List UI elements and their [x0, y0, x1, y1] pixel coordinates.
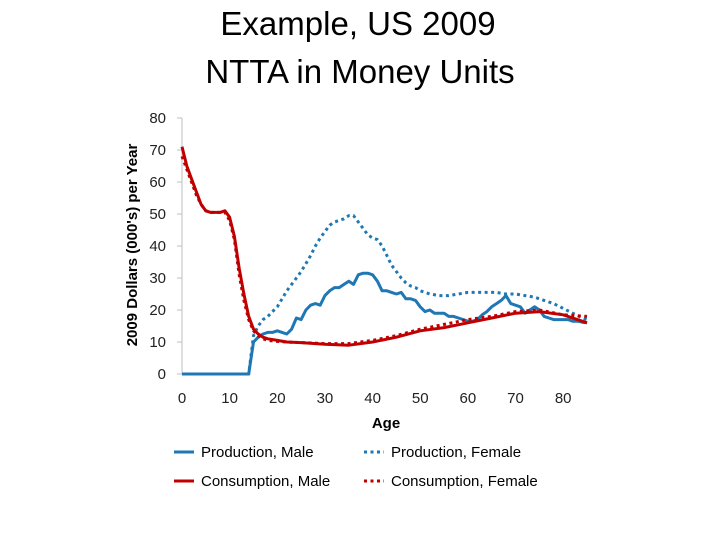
- legend: Production, Male Production, Female Consum…: [174, 444, 538, 490]
- legend-label-production-female: Production, Female: [391, 444, 521, 461]
- chart-title-line-1: Example, US 2009: [220, 5, 496, 42]
- y-tick-label: 60: [149, 174, 166, 191]
- x-tick-label: 30: [317, 390, 334, 407]
- x-tick-label: 80: [555, 390, 572, 407]
- legend-label-consumption-male: Consumption, Male: [201, 473, 330, 490]
- x-axis-label: Age: [372, 415, 400, 432]
- x-tick-label: 40: [364, 390, 381, 407]
- x-tick-label: 20: [269, 390, 286, 407]
- y-tick-label: 70: [149, 142, 166, 159]
- plot-lines: [180, 146, 588, 376]
- y-tick-label: 80: [149, 110, 166, 127]
- y-axis: 0 10 20 30 40 50 60 70 80: [149, 110, 183, 383]
- y-tick-label: 20: [149, 302, 166, 319]
- y-tick-label: 50: [149, 206, 166, 223]
- consumption-female-line: [180, 155, 588, 346]
- x-tick-label: 0: [178, 390, 186, 407]
- x-tick-label: 10: [221, 390, 238, 407]
- y-tick-label: 0: [158, 366, 166, 383]
- x-tick-label: 50: [412, 390, 429, 407]
- y-tick-label: 40: [149, 238, 166, 255]
- x-axis: 0 10 20 30 40 50 60 70 80: [178, 390, 572, 407]
- x-tick-label: 70: [507, 390, 524, 407]
- y-axis-label: 2009 Dollars (000's) per Year: [124, 144, 141, 347]
- chart-title-line-2: NTTA in Money Units: [205, 53, 515, 90]
- legend-label-production-male: Production, Male: [201, 444, 314, 461]
- y-tick-label: 10: [149, 334, 166, 351]
- legend-label-consumption-female: Consumption, Female: [391, 473, 538, 490]
- consumption-male-line: [180, 146, 588, 347]
- production-female-line: [182, 214, 588, 376]
- x-tick-label: 60: [460, 390, 477, 407]
- y-tick-label: 30: [149, 270, 166, 287]
